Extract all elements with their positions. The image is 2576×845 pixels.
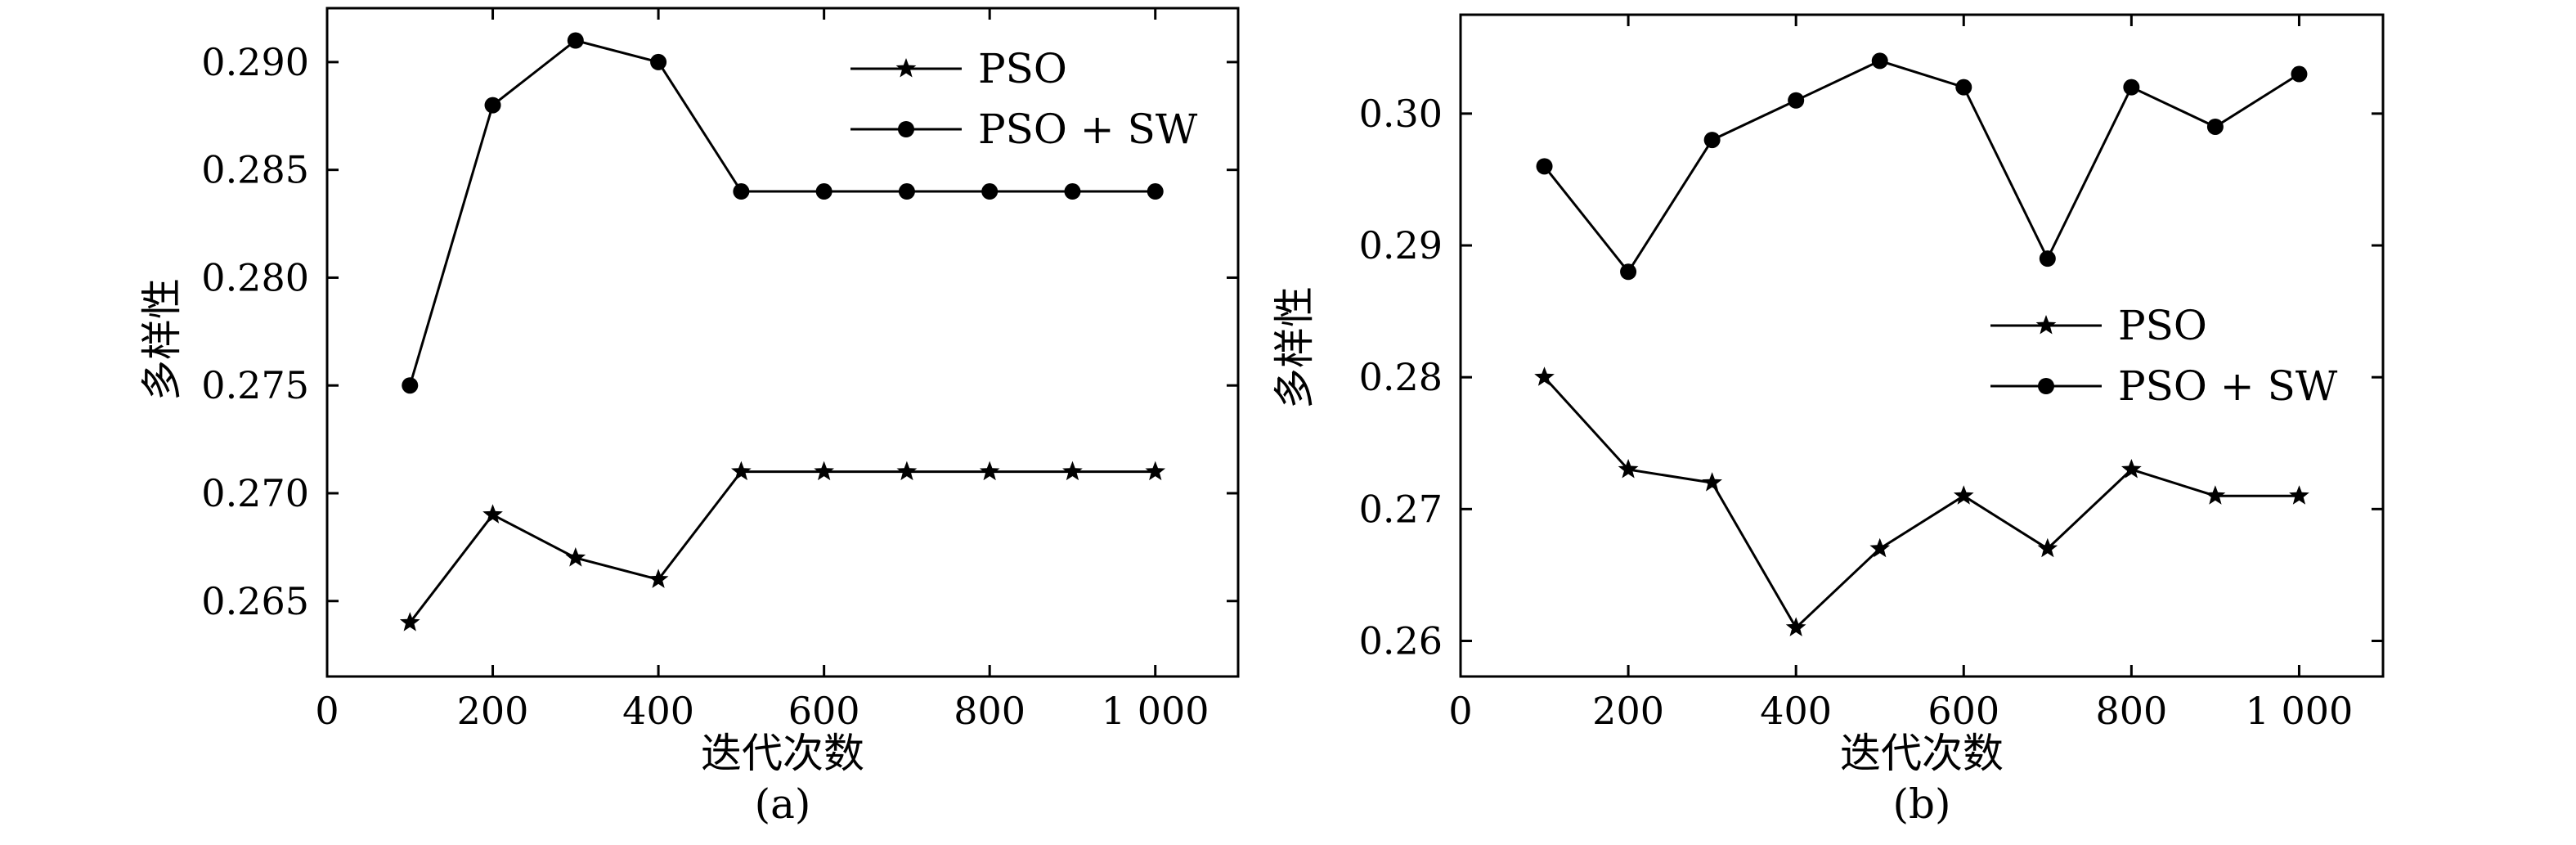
- x-tick-label: 400: [622, 689, 694, 733]
- series-line: [1543, 59, 2300, 274]
- data-point: [2121, 459, 2142, 479]
- panel-caption: (b): [1892, 780, 1950, 828]
- data-point: [814, 461, 834, 481]
- x-tick-label: 400: [1760, 689, 1832, 733]
- data-point: [979, 461, 1000, 481]
- data-point: [650, 53, 667, 70]
- x-tick-label: 1 000: [2246, 689, 2354, 733]
- plot-frame: [325, 7, 1240, 678]
- x-tick-label: 1 000: [1102, 689, 1209, 733]
- y-axis-title: 多样性: [1271, 286, 1318, 409]
- x-tick-label: 800: [2095, 689, 2167, 733]
- data-point: [2206, 118, 2224, 135]
- data-point: [2123, 79, 2140, 96]
- y-tick-label: 0.29: [1359, 223, 1443, 267]
- legend-marker: [2038, 378, 2054, 394]
- data-point: [1147, 183, 1164, 200]
- data-point: [815, 183, 832, 200]
- data-point: [1536, 158, 1553, 175]
- y-tick-label: 0.265: [201, 579, 309, 623]
- y-tick-label: 0.26: [1359, 618, 1443, 663]
- data-point: [1703, 132, 1721, 149]
- data-point: [2205, 485, 2226, 505]
- y-tick-label: 0.28: [1359, 355, 1443, 399]
- x-tick-label: 800: [954, 689, 1025, 733]
- x-axis-title: 迭代次数: [701, 730, 864, 777]
- x-tick-label: 600: [1928, 689, 1999, 733]
- legend-label: PSO: [2118, 302, 2207, 349]
- data-point: [648, 569, 669, 588]
- data-point: [2291, 65, 2308, 83]
- data-point: [1869, 537, 1891, 558]
- data-point: [482, 504, 503, 524]
- panel-b: 0 200 400 600 800 1 000 0.26 0.27 0.28 0.29 0.30 迭代…: [1271, 13, 2385, 828]
- y-tick-label: 0.280: [201, 255, 309, 299]
- data-point: [1618, 459, 1639, 479]
- legend-marker: [2035, 315, 2057, 335]
- x-tick-label: 0: [1448, 689, 1472, 733]
- legend-label: PSO + SW: [978, 106, 1198, 153]
- data-point: [1785, 617, 1806, 636]
- data-point: [1620, 263, 1637, 281]
- x-tick-label: 200: [457, 689, 529, 733]
- legend: PSO PSO + SW: [1990, 302, 2338, 410]
- y-tick-label: 0.270: [201, 471, 309, 515]
- legend: PSO PSO + SW: [850, 45, 1198, 153]
- data-point: [733, 183, 750, 200]
- series-pso-sw: [402, 32, 1164, 394]
- data-point: [567, 32, 584, 49]
- legend-marker: [895, 58, 917, 78]
- y-tick-label: 0.27: [1359, 487, 1443, 531]
- series-pso: [399, 461, 1166, 632]
- data-point: [1534, 366, 1555, 386]
- x-tick-label: 600: [788, 689, 860, 733]
- x-tick-label: 200: [1592, 689, 1664, 733]
- data-point: [2289, 485, 2309, 505]
- series-line: [1543, 376, 2300, 630]
- y-tick-label: 0.285: [201, 148, 309, 192]
- legend-label: PSO + SW: [2118, 362, 2338, 410]
- data-point: [2039, 250, 2056, 267]
- y-tick-label: 0.290: [201, 40, 309, 84]
- plot-frame: [1459, 13, 2385, 678]
- data-point: [399, 612, 420, 632]
- data-point: [1788, 92, 1805, 109]
- panel-caption: (a): [755, 780, 811, 828]
- data-point: [1871, 52, 1888, 70]
- legend-marker: [898, 121, 914, 137]
- y-tick-label: 0.30: [1359, 92, 1443, 136]
- series-line: [408, 38, 1156, 386]
- data-point: [1064, 183, 1081, 200]
- data-point: [898, 183, 915, 200]
- series-pso: [1534, 366, 2309, 636]
- data-point: [896, 461, 918, 481]
- data-point: [484, 97, 501, 114]
- data-point: [1145, 461, 1166, 481]
- legend-label: PSO: [978, 45, 1067, 92]
- data-point: [1062, 461, 1083, 481]
- y-tick-label: 0.275: [201, 363, 309, 407]
- data-point: [1953, 485, 1974, 505]
- data-point: [402, 377, 419, 394]
- x-axis-title: 迭代次数: [1840, 730, 2004, 777]
- data-point: [981, 183, 999, 200]
- x-tick-label: 0: [315, 689, 339, 733]
- panel-a: 0 200 400 600 800 1 000 0.265 0.270 0.275 0.280 0.…: [138, 7, 1240, 828]
- series-pso-sw: [1536, 52, 2308, 281]
- series-line: [409, 470, 1156, 624]
- data-point: [1955, 79, 1972, 96]
- data-point: [2037, 537, 2058, 558]
- data-point: [565, 547, 586, 567]
- y-axis-title: 多样性: [138, 278, 186, 401]
- data-point: [1702, 472, 1722, 492]
- data-point: [731, 461, 752, 481]
